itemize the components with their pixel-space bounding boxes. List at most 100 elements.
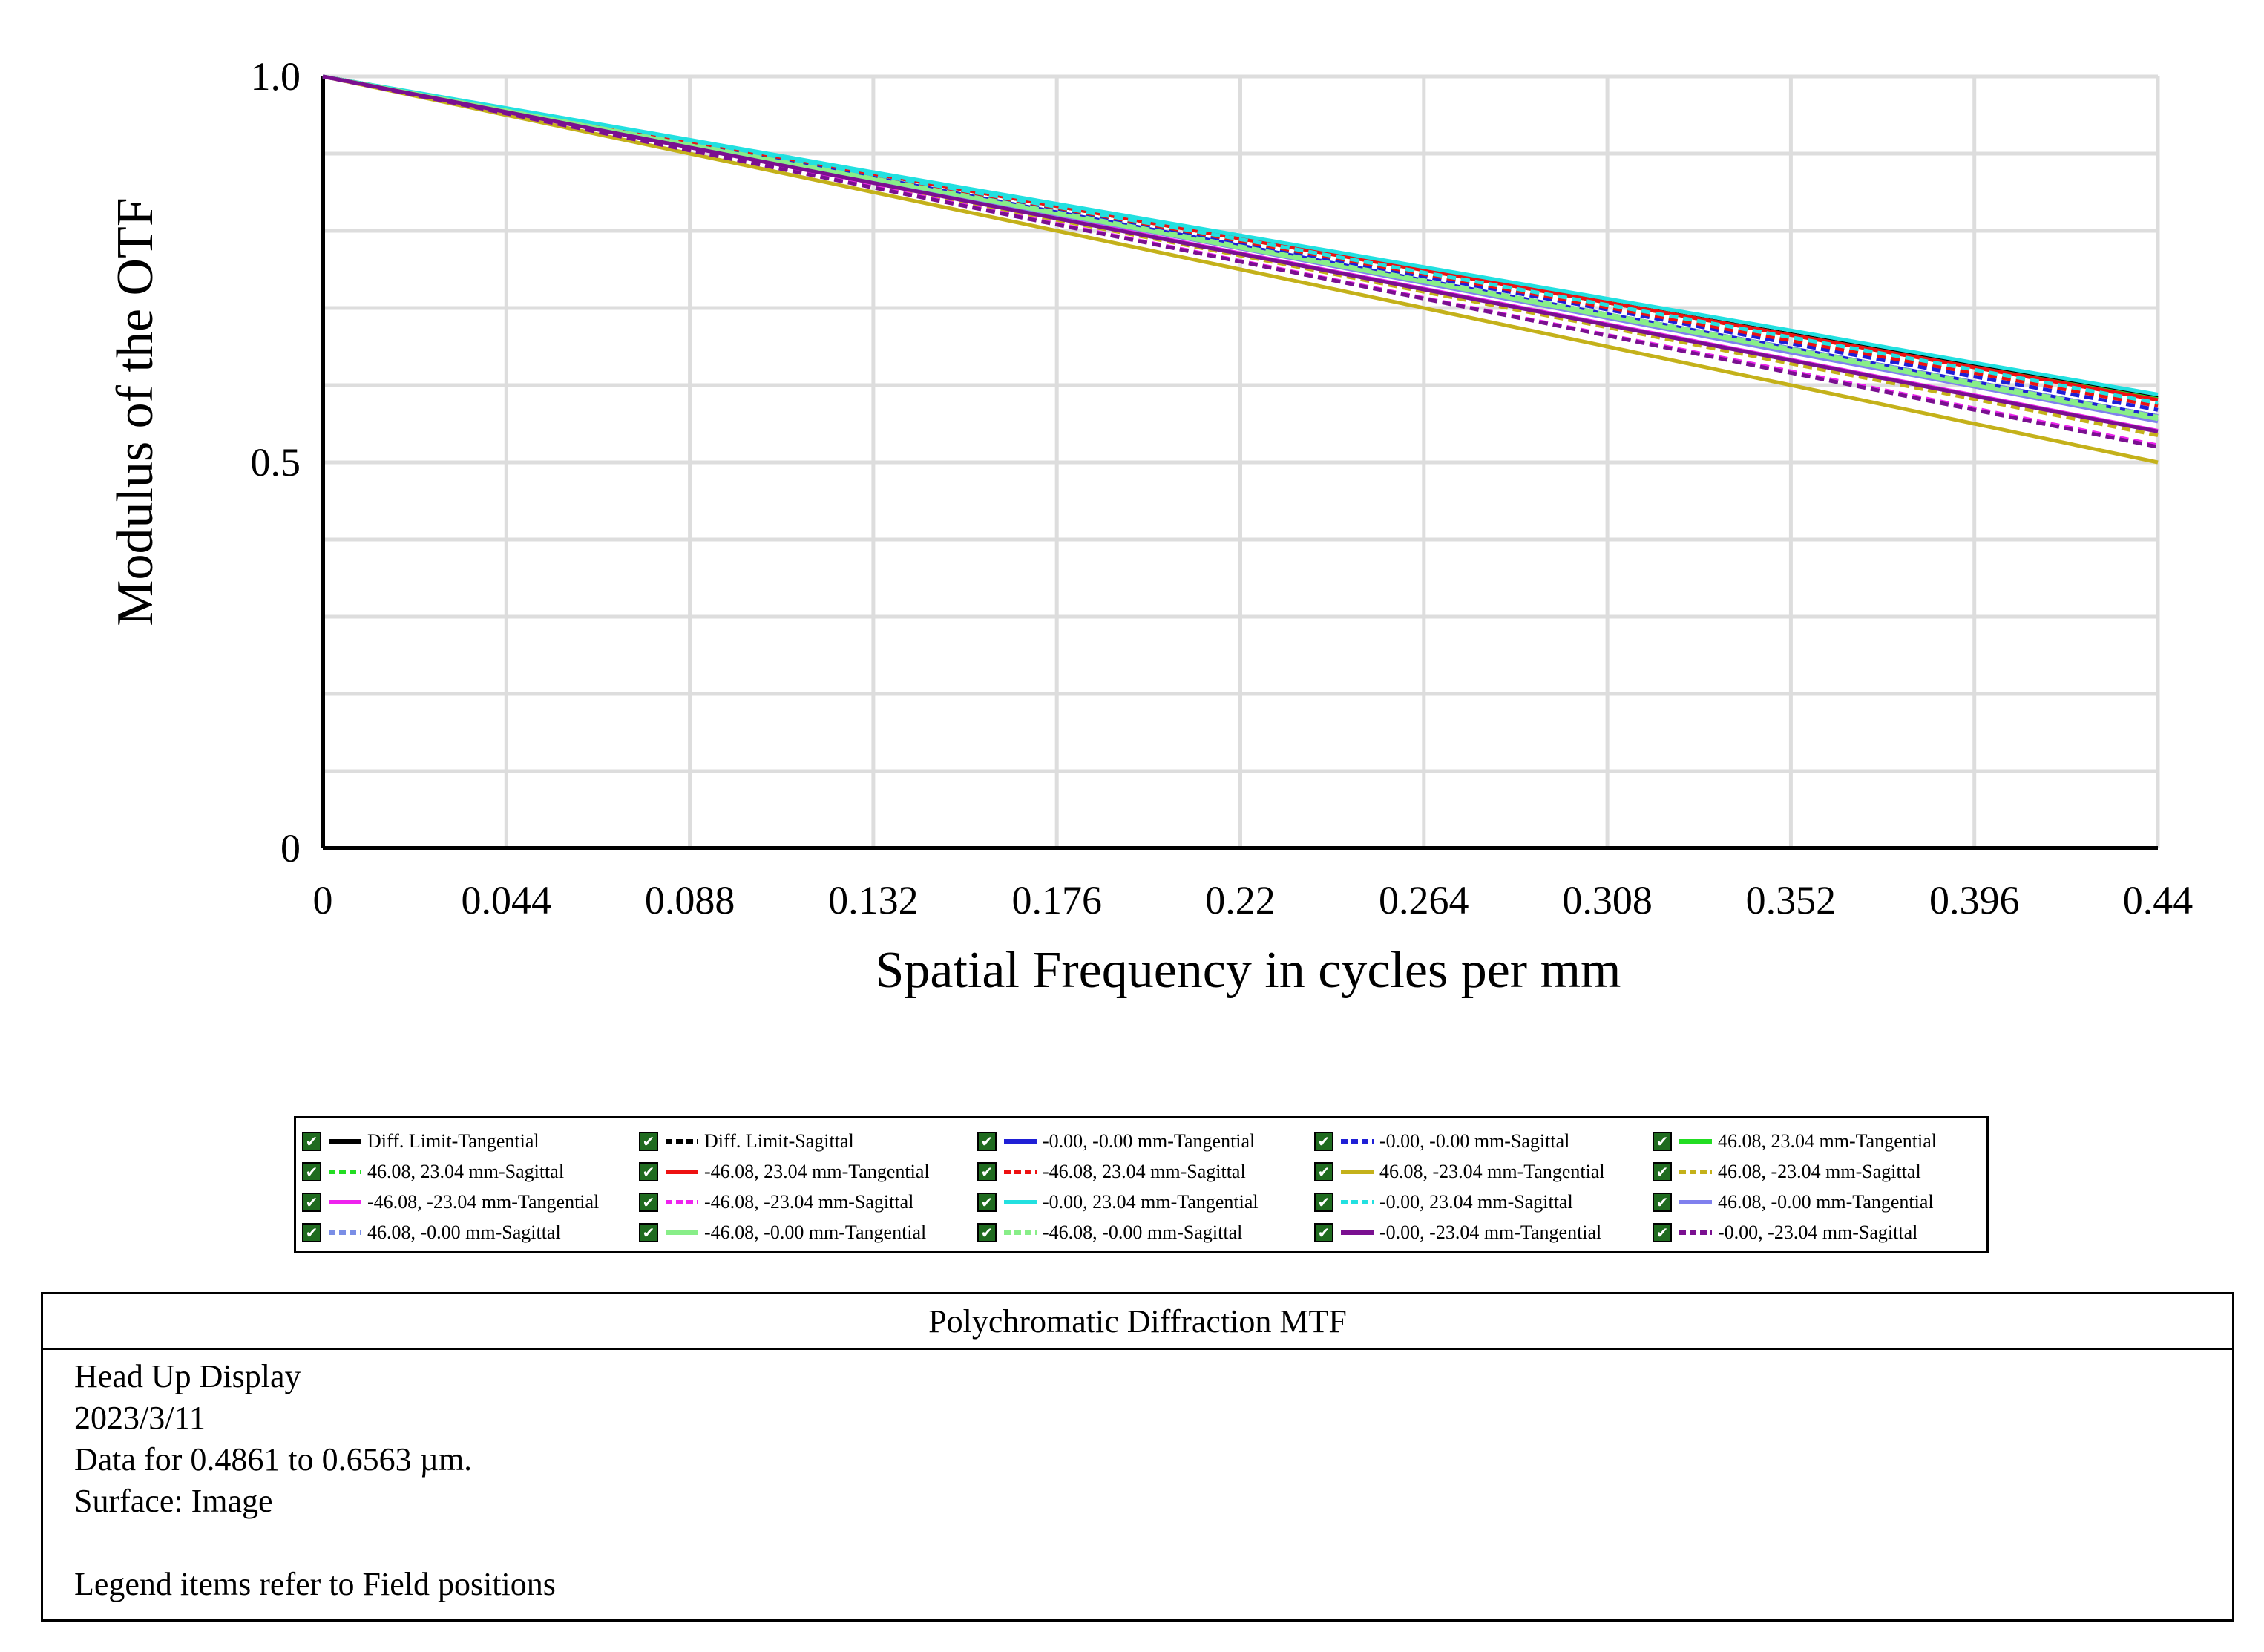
legend-checkbox[interactable]: ✔ [639, 1223, 658, 1242]
info-title: Polychromatic Diffraction MTF [43, 1294, 2232, 1350]
legend-checkbox[interactable]: ✔ [302, 1223, 321, 1242]
legend-checkbox[interactable]: ✔ [1314, 1223, 1333, 1242]
x-tick-label: 0.088 [645, 878, 735, 922]
legend-item[interactable]: ✔ -46.08, -0.00 mm-Sagittal [977, 1219, 1242, 1247]
legend-swatch [1004, 1170, 1037, 1174]
legend-label: -0.00, -0.00 mm-Tangential [1043, 1130, 1256, 1152]
legend-checkbox[interactable]: ✔ [1653, 1132, 1672, 1151]
legend-swatch [1679, 1230, 1712, 1235]
mtf-chart: 0 0.044 0.088 0.132 0.176 0.22 0.264 0.308 0.352… [107, 54, 2194, 999]
legend-swatch [329, 1230, 361, 1235]
legend-label: 46.08, -0.00 mm-Tangential [1718, 1191, 1934, 1213]
legend-item[interactable]: ✔ 46.08, -23.04 mm-Tangential [1314, 1158, 1605, 1186]
series-line [322, 74, 2159, 465]
legend-swatch [1004, 1139, 1037, 1144]
chart-series [322, 74, 2159, 465]
legend-checkbox[interactable]: ✔ [302, 1193, 321, 1212]
legend-item[interactable]: ✔ -46.08, -23.04 mm-Tangential [302, 1188, 599, 1216]
legend-label: -0.00, 23.04 mm-Tangential [1043, 1191, 1259, 1213]
x-tick-label: 0.044 [462, 878, 552, 922]
series-line [322, 74, 2159, 449]
legend-item[interactable]: ✔ 46.08, -23.04 mm-Sagittal [1653, 1158, 1921, 1186]
x-tick-label: 0.176 [1011, 878, 1102, 922]
legend-label: -46.08, -0.00 mm-Sagittal [1043, 1222, 1243, 1243]
info-line [74, 1522, 2232, 1564]
x-tick-label: 0.396 [1929, 878, 2020, 922]
legend-checkbox[interactable]: ✔ [1314, 1132, 1333, 1151]
info-line: Head Up Display [74, 1358, 301, 1394]
legend-checkbox[interactable]: ✔ [1653, 1162, 1672, 1181]
legend-item[interactable]: ✔ -0.00, 23.04 mm-Sagittal [1314, 1188, 1573, 1216]
legend-swatch [1341, 1139, 1374, 1144]
chart-tick-labels: 0 0.044 0.088 0.132 0.176 0.22 0.264 0.308 0.352… [251, 54, 2194, 922]
legend-checkbox[interactable]: ✔ [639, 1193, 658, 1212]
x-tick-label: 0.132 [828, 878, 919, 922]
legend-item[interactable]: ✔ -46.08, 23.04 mm-Sagittal [977, 1158, 1246, 1186]
legend-label: -46.08, 23.04 mm-Tangential [704, 1161, 930, 1182]
info-line: Data for 0.4861 to 0.6563 µm. [74, 1441, 473, 1478]
legend-swatch [329, 1200, 361, 1204]
legend-checkbox[interactable]: ✔ [1653, 1193, 1672, 1212]
info-line: Surface: Image [74, 1483, 273, 1519]
legend-swatch [1341, 1170, 1374, 1174]
legend-swatch [1341, 1230, 1374, 1235]
legend-item[interactable]: ✔ 46.08, 23.04 mm-Tangential [1653, 1127, 1937, 1156]
legend-item[interactable]: ✔ 46.08, -0.00 mm-Tangential [1653, 1188, 1934, 1216]
legend-item[interactable]: ✔ 46.08, -0.00 mm-Sagittal [302, 1219, 561, 1247]
legend-label: 46.08, 23.04 mm-Tangential [1718, 1130, 1937, 1152]
info-lines: Head Up Display 2023/3/11 Data for 0.486… [43, 1350, 2232, 1605]
legend-item[interactable]: ✔ 46.08, 23.04 mm-Sagittal [302, 1158, 564, 1186]
legend-swatch [666, 1139, 698, 1144]
legend-item[interactable]: ✔ -0.00, -0.00 mm-Tangential [977, 1127, 1255, 1156]
y-tick-label: 0.5 [251, 440, 301, 485]
info-panel: Polychromatic Diffraction MTF Head Up Di… [41, 1292, 2234, 1622]
legend-label: -46.08, -0.00 mm-Tangential [704, 1222, 927, 1243]
info-line: 2023/3/11 [74, 1400, 206, 1436]
x-tick-label: 0.308 [1562, 878, 1653, 922]
legend-label: 46.08, -0.00 mm-Sagittal [367, 1222, 561, 1243]
legend-label: -0.00, -0.00 mm-Sagittal [1379, 1130, 1570, 1152]
legend-item[interactable]: ✔ -46.08, -0.00 mm-Tangential [639, 1219, 926, 1247]
legend-checkbox[interactable]: ✔ [639, 1132, 658, 1151]
legend-swatch [1341, 1200, 1374, 1204]
legend-checkbox[interactable]: ✔ [1314, 1193, 1333, 1212]
legend-label: -46.08, -23.04 mm-Sagittal [704, 1191, 914, 1213]
legend-label: -46.08, -23.04 mm-Tangential [367, 1191, 600, 1213]
legend-checkbox[interactable]: ✔ [302, 1132, 321, 1151]
legend-item[interactable]: ✔ -0.00, -23.04 mm-Sagittal [1653, 1219, 1917, 1247]
legend-label: 46.08, -23.04 mm-Tangential [1379, 1161, 1605, 1182]
chart-axes [321, 76, 2158, 850]
legend-swatch [1679, 1139, 1712, 1144]
legend-checkbox[interactable]: ✔ [977, 1132, 997, 1151]
x-tick-label: 0 [313, 878, 333, 922]
legend-item[interactable]: ✔ -46.08, -23.04 mm-Sagittal [639, 1188, 913, 1216]
legend-label: -0.00, -23.04 mm-Sagittal [1718, 1222, 1918, 1243]
x-axis-title: Spatial Frequency in cycles per mm [876, 942, 1621, 999]
legend-item[interactable]: ✔ -0.00, -23.04 mm-Tangential [1314, 1219, 1601, 1247]
legend-item[interactable]: ✔ Diff. Limit-Sagittal [639, 1127, 854, 1156]
legend-swatch [1679, 1200, 1712, 1204]
legend-item[interactable]: ✔ Diff. Limit-Tangential [302, 1127, 539, 1156]
legend-label: -0.00, 23.04 mm-Sagittal [1379, 1191, 1573, 1213]
x-tick-label: 0.352 [1746, 878, 1837, 922]
legend-swatch [329, 1170, 361, 1174]
legend-swatch [329, 1139, 361, 1144]
legend-item[interactable]: ✔ -46.08, 23.04 mm-Tangential [639, 1158, 930, 1186]
y-tick-label: 1.0 [251, 54, 301, 99]
legend-checkbox[interactable]: ✔ [639, 1162, 658, 1181]
legend-checkbox[interactable]: ✔ [977, 1193, 997, 1212]
legend-checkbox[interactable]: ✔ [1314, 1162, 1333, 1181]
legend-item[interactable]: ✔ -0.00, -0.00 mm-Sagittal [1314, 1127, 1569, 1156]
legend-checkbox[interactable]: ✔ [977, 1162, 997, 1181]
legend-checkbox[interactable]: ✔ [1653, 1223, 1672, 1242]
legend-checkbox[interactable]: ✔ [302, 1162, 321, 1181]
x-tick-label: 0.264 [1379, 878, 1469, 922]
legend-label: Diff. Limit-Tangential [367, 1130, 539, 1152]
legend-checkbox[interactable]: ✔ [977, 1223, 997, 1242]
y-axis-title: Modulus of the OTF [107, 197, 164, 626]
legend-label: 46.08, -23.04 mm-Sagittal [1718, 1161, 1921, 1182]
legend-swatch [1679, 1170, 1712, 1174]
legend-swatch [666, 1170, 698, 1174]
legend-item[interactable]: ✔ -0.00, 23.04 mm-Tangential [977, 1188, 1259, 1216]
info-line: Legend items refer to Field positions [74, 1566, 556, 1602]
